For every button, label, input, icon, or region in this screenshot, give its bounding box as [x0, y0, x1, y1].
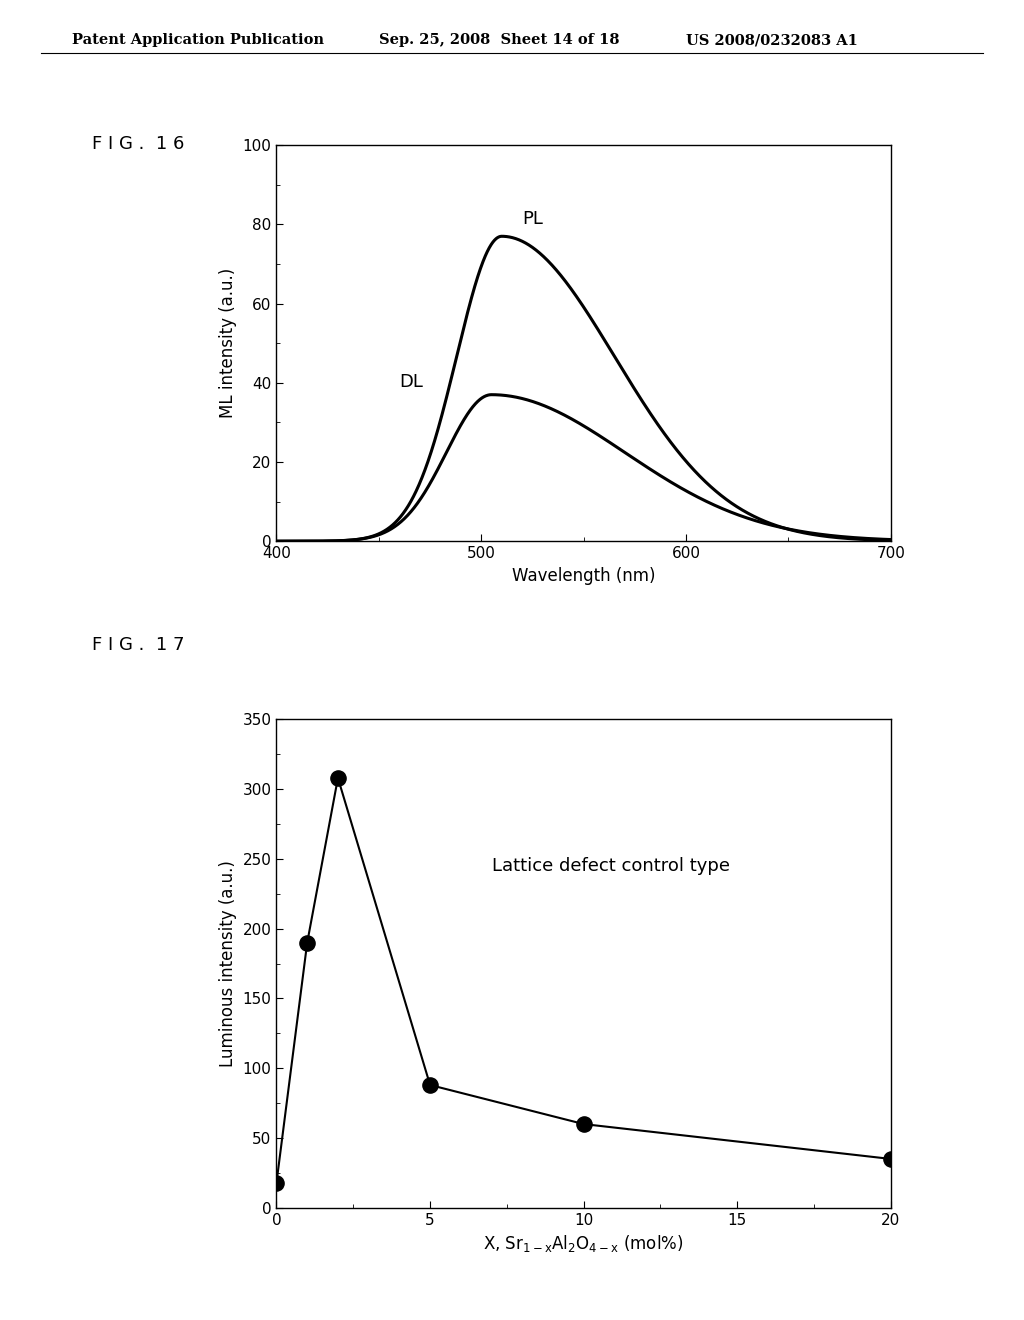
Point — [883, 1148, 899, 1170]
Text: F I G .  1 6: F I G . 1 6 — [92, 135, 184, 153]
Y-axis label: ML intensity (a.u.): ML intensity (a.u.) — [219, 268, 238, 418]
Text: Lattice defect control type: Lattice defect control type — [492, 857, 729, 875]
Point — [422, 1074, 438, 1096]
Point — [299, 932, 315, 953]
X-axis label: Wavelength (nm): Wavelength (nm) — [512, 566, 655, 585]
Text: PL: PL — [522, 210, 543, 228]
Point — [268, 1172, 285, 1193]
X-axis label: X, $\mathrm{Sr_{1-x}Al_2O_{4-x}}$ (mol%): X, $\mathrm{Sr_{1-x}Al_2O_{4-x}}$ (mol%) — [483, 1233, 684, 1254]
Text: Sep. 25, 2008  Sheet 14 of 18: Sep. 25, 2008 Sheet 14 of 18 — [379, 33, 620, 48]
Text: US 2008/0232083 A1: US 2008/0232083 A1 — [686, 33, 858, 48]
Point — [330, 767, 346, 788]
Text: Patent Application Publication: Patent Application Publication — [72, 33, 324, 48]
Point — [575, 1114, 592, 1135]
Text: DL: DL — [399, 372, 423, 391]
Y-axis label: Luminous intensity (a.u.): Luminous intensity (a.u.) — [219, 861, 238, 1067]
Text: F I G .  1 7: F I G . 1 7 — [92, 636, 184, 655]
